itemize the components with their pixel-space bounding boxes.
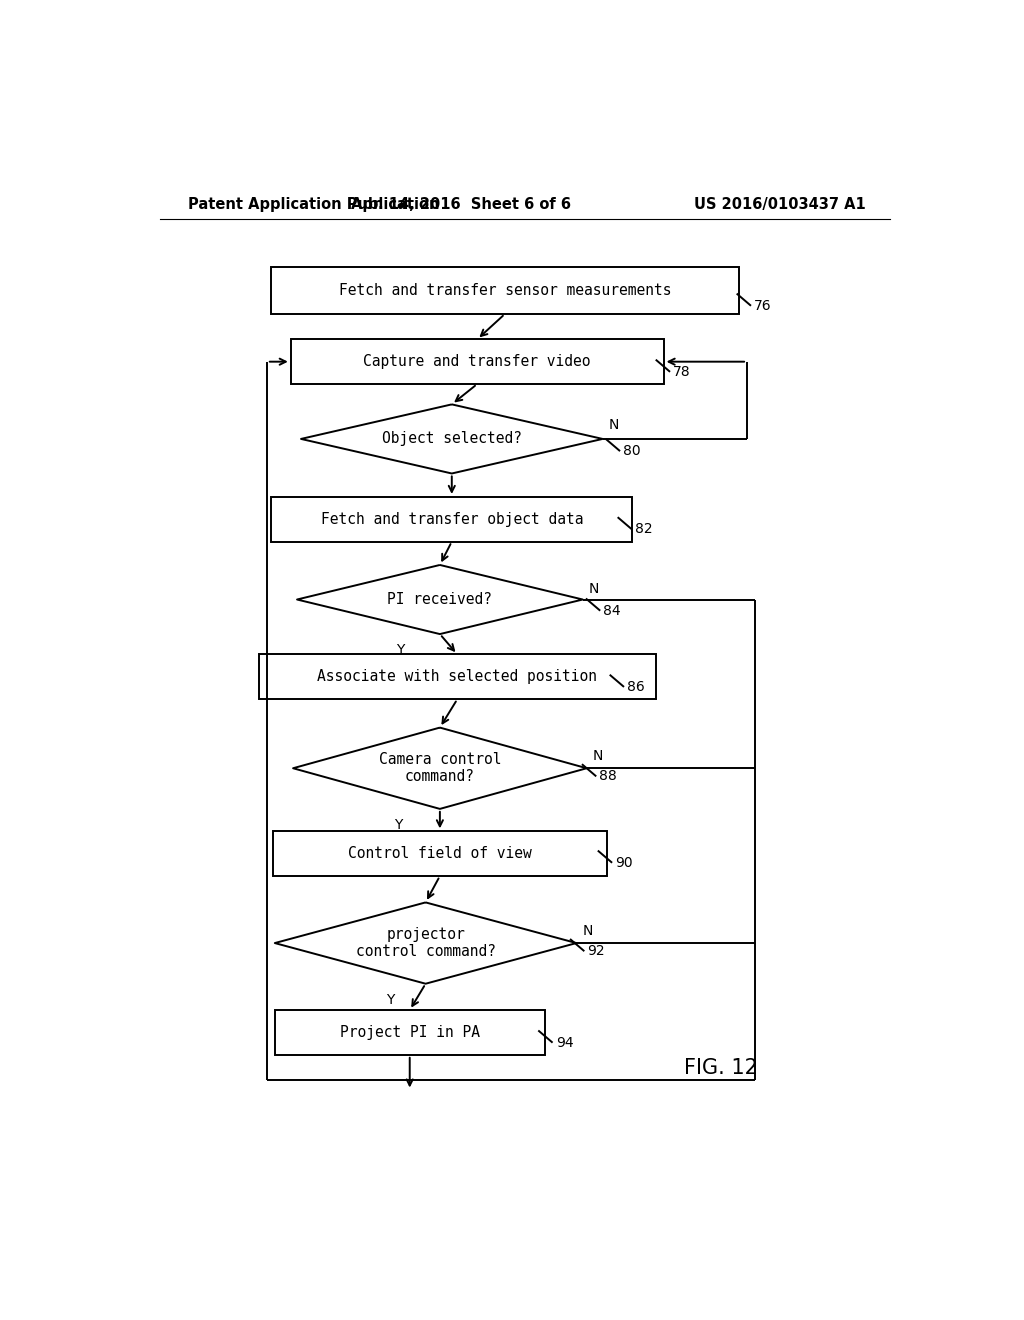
Text: Fetch and transfer sensor measurements: Fetch and transfer sensor measurements [339,282,671,298]
FancyBboxPatch shape [270,267,739,314]
Text: 76: 76 [754,298,772,313]
Text: Y: Y [396,643,404,657]
Text: Object selected?: Object selected? [382,432,522,446]
Text: N: N [609,417,620,432]
Text: US 2016/0103437 A1: US 2016/0103437 A1 [694,197,866,211]
Text: N: N [583,924,593,939]
Text: Associate with selected position: Associate with selected position [317,669,597,684]
Text: Capture and transfer video: Capture and transfer video [364,354,591,370]
Text: 92: 92 [588,944,605,958]
Text: 90: 90 [615,855,633,870]
Text: 78: 78 [673,364,691,379]
Text: Patent Application Publication: Patent Application Publication [187,197,439,211]
Text: Control field of view: Control field of view [348,846,531,861]
Text: projector
control command?: projector control command? [355,927,496,960]
Text: Y: Y [394,818,402,832]
FancyBboxPatch shape [291,339,664,384]
FancyBboxPatch shape [273,832,606,876]
Text: Project PI in PA: Project PI in PA [340,1026,479,1040]
Text: FIG. 12: FIG. 12 [684,1059,758,1078]
Text: 82: 82 [635,523,652,536]
FancyBboxPatch shape [271,496,633,541]
Text: 84: 84 [603,603,621,618]
Text: Y: Y [386,993,394,1007]
Text: Fetch and transfer object data: Fetch and transfer object data [321,512,583,527]
Text: Apr. 14, 2016  Sheet 6 of 6: Apr. 14, 2016 Sheet 6 of 6 [351,197,571,211]
FancyBboxPatch shape [274,1010,545,1055]
FancyBboxPatch shape [259,655,655,700]
Text: Camera control
command?: Camera control command? [379,752,501,784]
Text: PI received?: PI received? [387,591,493,607]
Text: 88: 88 [599,770,617,783]
Text: 94: 94 [556,1036,573,1049]
Text: N: N [593,748,603,763]
Text: 80: 80 [624,444,641,458]
Text: 86: 86 [627,680,645,694]
Text: N: N [589,582,599,597]
